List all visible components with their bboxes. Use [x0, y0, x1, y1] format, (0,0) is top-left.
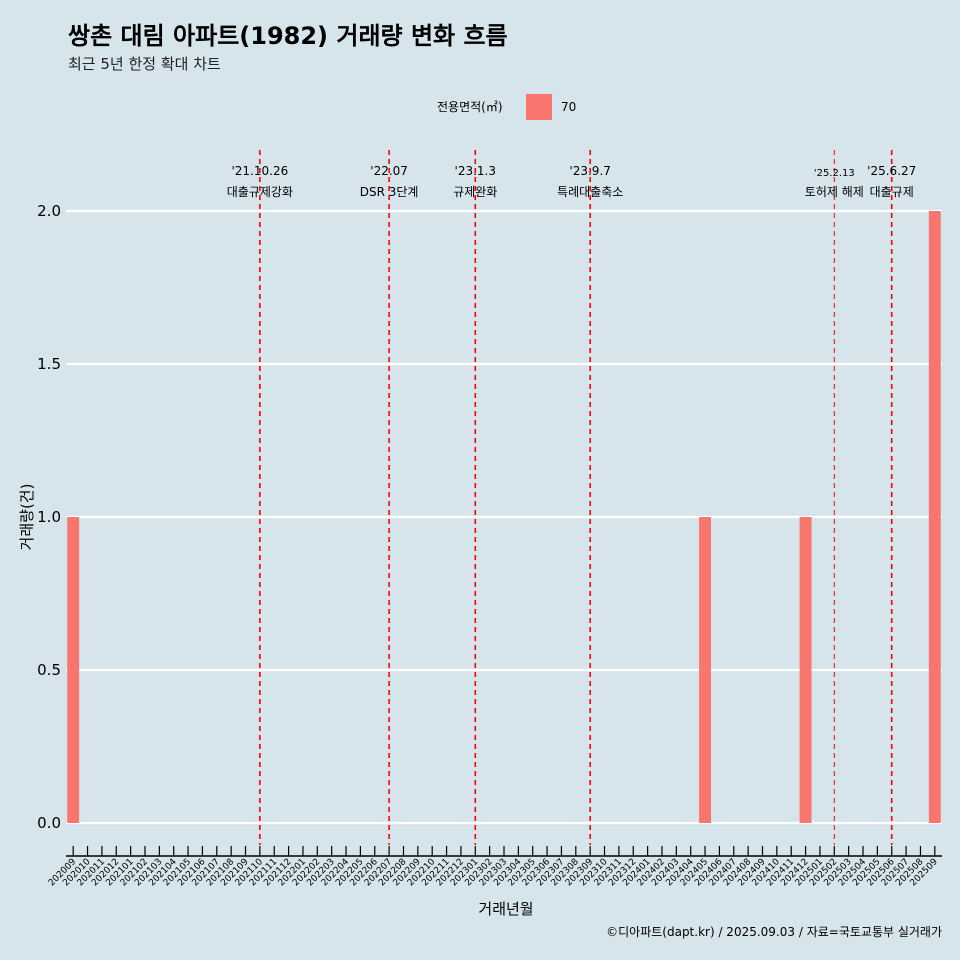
legend-swatch	[526, 94, 552, 120]
event-date: '25.2.13	[814, 168, 855, 179]
chart-subtitle: 최근 5년 한정 확대 차트	[68, 55, 221, 73]
bar-202509	[928, 211, 941, 823]
event-lines: '21.10.26 대출규제강화 '22.07 DSR 3단계 '23.1.3 규제완화 '…	[227, 150, 916, 845]
event-date: '23.1.3	[455, 164, 496, 178]
event-label: 특례대출축소	[557, 185, 623, 199]
event-label: 대출규제	[870, 185, 914, 199]
bar-202405	[699, 517, 712, 823]
y-tick-label: 2.0	[37, 202, 61, 220]
y-tick-label: 0.0	[37, 814, 61, 832]
bar-202412	[799, 517, 812, 823]
event-label: 규제완화	[453, 185, 497, 199]
event-date: '22.07	[370, 164, 408, 178]
y-axis-title: 거래량(건)	[18, 484, 36, 551]
event-label: 대출규제강화	[227, 185, 293, 199]
x-axis-title: 거래년월	[478, 900, 533, 918]
legend-title: 전용면적(㎡)	[437, 100, 503, 114]
event-label: 토허제 해제	[805, 185, 864, 199]
y-tick-label: 1.0	[37, 508, 61, 526]
legend: 전용면적(㎡) 70	[437, 94, 576, 120]
y-tick-label: 0.5	[37, 661, 61, 679]
bars	[67, 211, 941, 823]
chart-title: 쌍촌 대림 아파트(1982) 거래량 변화 흐름	[68, 22, 508, 50]
event-label: DSR 3단계	[360, 185, 419, 199]
y-tick-label: 1.5	[37, 355, 61, 373]
grid: 0.0 0.5 1.0 1.5 2.0	[37, 202, 942, 832]
event-date: '23.9.7	[569, 164, 610, 178]
event-date: '25.6.27	[867, 164, 916, 178]
bar-202009	[67, 517, 80, 823]
legend-label: 70	[561, 100, 576, 114]
axes: 2020092020102020112020122021012021022021…	[47, 846, 942, 888]
caption: ©디아파트(dapt.kr) / 2025.09.03 / 자료=국토교통부 실…	[606, 925, 942, 939]
event-date: '21.10.26	[231, 164, 288, 178]
